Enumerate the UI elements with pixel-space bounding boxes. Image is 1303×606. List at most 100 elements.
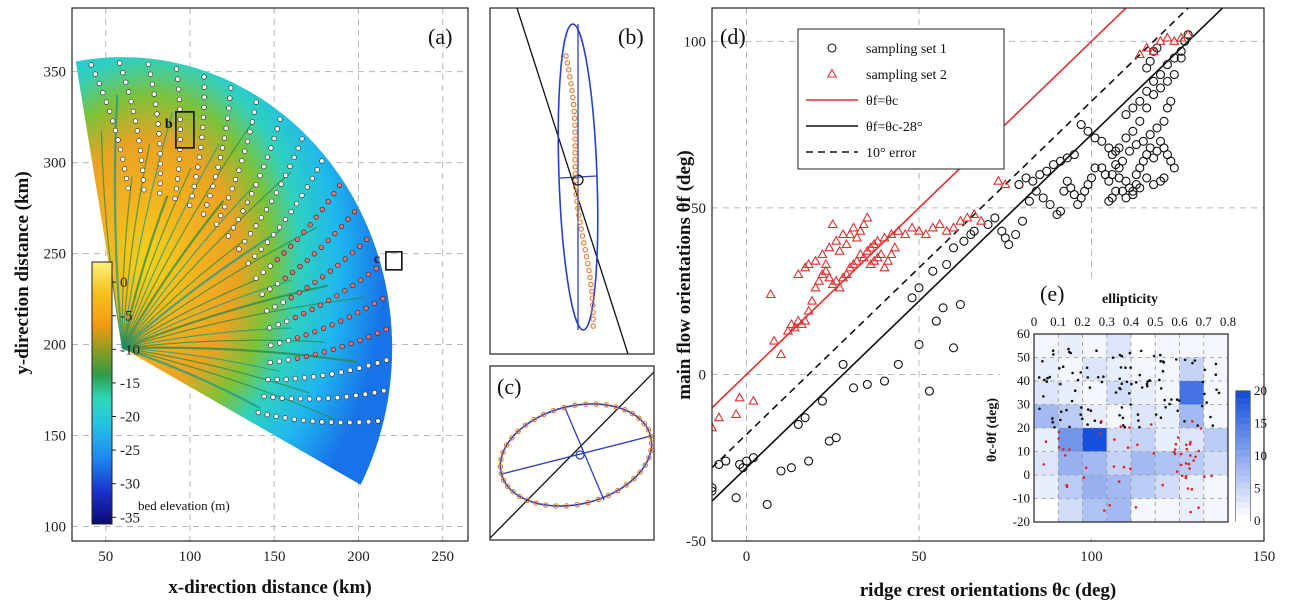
panel-c-point bbox=[605, 492, 612, 499]
channel-7 bbox=[122, 296, 364, 349]
set2-point bbox=[879, 232, 890, 242]
set1-dot bbox=[1061, 365, 1065, 369]
set2-dot bbox=[1064, 454, 1067, 457]
set1-dot bbox=[1159, 387, 1163, 390]
sample-point bbox=[273, 413, 279, 420]
panel-d-xtick-1: 50 bbox=[912, 549, 927, 565]
colorbar-e-step bbox=[1236, 488, 1250, 496]
panel-c-point bbox=[504, 483, 511, 490]
set2-dot bbox=[1187, 462, 1191, 466]
sample-point bbox=[267, 286, 273, 292]
colorbar-e-step bbox=[1236, 443, 1250, 450]
sample-point bbox=[255, 410, 261, 416]
sample-point bbox=[282, 216, 289, 223]
set1-dot bbox=[1059, 418, 1062, 422]
set1-point bbox=[1135, 96, 1145, 106]
set1-dot bbox=[1203, 368, 1207, 372]
set2-dot bbox=[1112, 465, 1116, 468]
sample-point bbox=[154, 111, 160, 117]
set2-dot bbox=[1149, 423, 1153, 426]
set1-point bbox=[1083, 126, 1093, 136]
sample-point bbox=[176, 96, 182, 102]
panel-e-ytick-6: 0 bbox=[1024, 467, 1031, 482]
histogram-cell bbox=[1106, 498, 1132, 522]
set1-dot bbox=[1081, 417, 1084, 421]
set2-point bbox=[799, 315, 811, 325]
set2-point bbox=[862, 212, 873, 222]
sample-point bbox=[92, 71, 98, 77]
panel-e-xtick-4: 0.4 bbox=[1123, 314, 1140, 329]
set1-point bbox=[748, 453, 758, 463]
set1-point bbox=[924, 386, 934, 396]
set1-dot bbox=[1138, 373, 1142, 377]
sample-point bbox=[320, 274, 326, 280]
set2-dot bbox=[1065, 483, 1068, 487]
sample-point bbox=[321, 349, 327, 355]
set2-dot bbox=[1185, 447, 1189, 451]
set1-dot bbox=[1128, 351, 1132, 355]
set1-point bbox=[712, 486, 717, 496]
panel-b-ellipse-detail: (b) bbox=[489, 7, 655, 355]
sample-point bbox=[157, 151, 163, 157]
sample-point bbox=[123, 175, 130, 182]
colorbar-e-step bbox=[1236, 430, 1250, 437]
set2-point bbox=[893, 225, 904, 235]
set1-point bbox=[1114, 173, 1124, 183]
sample-point bbox=[223, 125, 229, 131]
set2-dot bbox=[1180, 474, 1184, 478]
set1-dot bbox=[1211, 424, 1215, 427]
set2-point bbox=[803, 305, 814, 315]
set1-dot bbox=[1118, 353, 1122, 357]
sample-point bbox=[200, 114, 207, 120]
set2-point bbox=[969, 208, 980, 219]
sample-point bbox=[251, 109, 257, 115]
sample-point bbox=[230, 225, 236, 231]
sample-point bbox=[112, 127, 119, 134]
panel-c-point bbox=[641, 420, 648, 427]
histogram-cell bbox=[1179, 404, 1204, 428]
panel-c-point bbox=[540, 411, 547, 418]
sample-point bbox=[312, 329, 318, 335]
set1-dot bbox=[1139, 349, 1143, 353]
sample-point bbox=[301, 229, 307, 235]
set2-dot bbox=[1176, 436, 1180, 439]
sample-point bbox=[264, 239, 271, 245]
histogram-cell bbox=[1155, 334, 1180, 358]
panel-a-ytick-4: 300 bbox=[44, 156, 67, 172]
set1-point bbox=[831, 433, 841, 443]
sample-point bbox=[96, 80, 102, 86]
sample-point bbox=[257, 173, 263, 179]
set2-point bbox=[841, 238, 852, 249]
sample-point bbox=[373, 265, 379, 272]
sample-point bbox=[126, 89, 132, 95]
set1-point bbox=[804, 456, 814, 466]
set1-dot bbox=[1130, 382, 1133, 386]
panel-b-point bbox=[571, 108, 577, 115]
sample-point bbox=[282, 275, 288, 281]
panel-c-point bbox=[497, 463, 504, 470]
set2-dot bbox=[1210, 474, 1213, 478]
panel-c-point bbox=[572, 402, 578, 409]
histogram-cell bbox=[1034, 381, 1059, 405]
panel-c-point bbox=[623, 482, 630, 488]
set1-point bbox=[1155, 83, 1166, 93]
sample-point bbox=[351, 209, 358, 215]
set2-point bbox=[793, 268, 804, 279]
sample-point bbox=[177, 136, 183, 142]
set2-point bbox=[844, 228, 856, 239]
colorbar-a-tick-5: -25 bbox=[120, 443, 140, 459]
sample-point bbox=[299, 192, 305, 198]
histogram-cell bbox=[1203, 475, 1229, 499]
set1-point bbox=[1176, 46, 1186, 56]
set1-point bbox=[1142, 86, 1152, 96]
set2-point bbox=[851, 232, 863, 242]
sample-point bbox=[284, 318, 290, 324]
channel-25 bbox=[100, 131, 124, 349]
sample-point bbox=[329, 322, 335, 328]
set2-point bbox=[948, 222, 959, 232]
histogram-cell bbox=[1131, 381, 1156, 405]
set2-point bbox=[855, 248, 866, 259]
set2-point bbox=[855, 225, 866, 235]
channel-5 bbox=[122, 339, 325, 349]
channel-20 bbox=[121, 195, 169, 349]
